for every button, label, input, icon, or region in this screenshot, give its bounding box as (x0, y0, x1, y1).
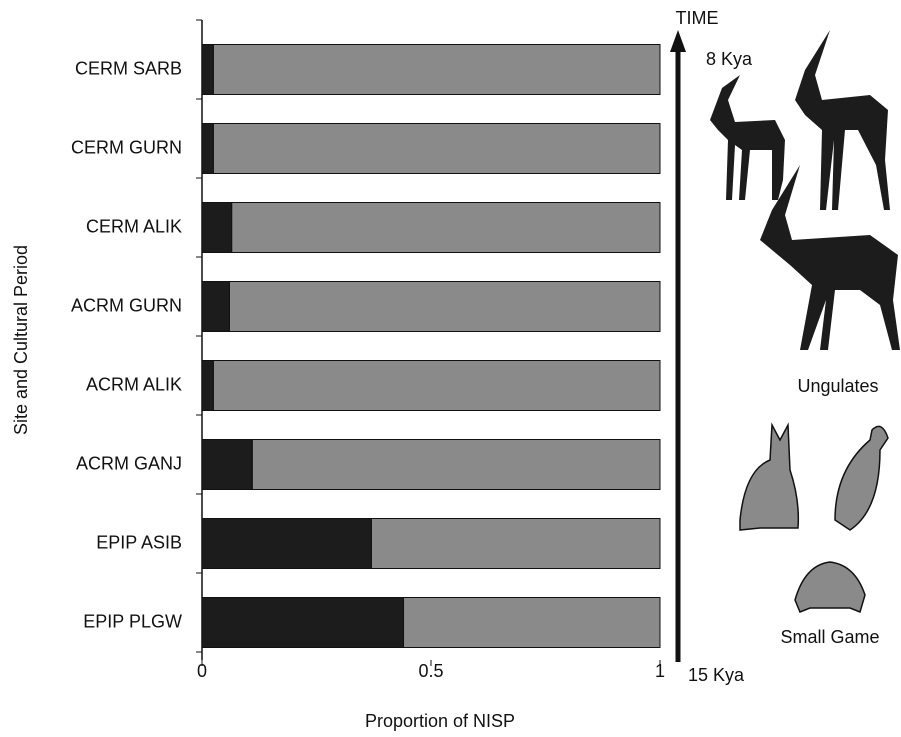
x-tick-label: 1 (655, 661, 665, 681)
x-tick-label: 0.5 (418, 661, 443, 681)
time-top: 8 Kya (706, 49, 753, 69)
x-tick-label: 0 (197, 661, 207, 681)
y-tick-label: EPIP PLGW (83, 611, 182, 631)
y-tick-label: ACRM GANJ (76, 453, 182, 473)
bar-segment (403, 597, 661, 648)
bar-segment (201, 123, 214, 174)
bar-segment (201, 439, 253, 490)
bar-segment (201, 202, 233, 253)
ungulate-icons (710, 30, 900, 350)
time-bottom: 15 Kya (688, 665, 745, 685)
bar-segment (201, 518, 372, 569)
y-axis-label: Site and Cultural Period (11, 245, 31, 435)
bar-segment (212, 44, 661, 95)
legend-small-game: Small Game (780, 627, 879, 647)
bar-segment (201, 597, 405, 648)
bar-segment (228, 281, 661, 332)
bar-segment (201, 44, 214, 95)
legend-ungulates: Ungulates (797, 376, 878, 396)
small-game-icons (739, 422, 889, 614)
y-tick-label: CERM GURN (71, 137, 182, 157)
x-axis-label: Proportion of NISP (365, 711, 515, 731)
bar-segment (231, 202, 661, 253)
time-arrowhead (670, 30, 686, 52)
time-label: TIME (676, 8, 719, 28)
bar-segment (212, 123, 661, 174)
bar-segment (212, 360, 661, 411)
bar-segment (201, 360, 214, 411)
y-tick-label: ACRM GURN (71, 295, 182, 315)
bar-segment (370, 518, 661, 569)
y-tick-label: ACRM ALIK (86, 374, 182, 394)
bar-segment (201, 281, 230, 332)
y-tick-label: EPIP ASIB (96, 532, 182, 552)
y-tick-label: CERM ALIK (86, 216, 182, 236)
y-tick-label: CERM SARB (75, 58, 182, 78)
bar-segment (251, 439, 661, 490)
